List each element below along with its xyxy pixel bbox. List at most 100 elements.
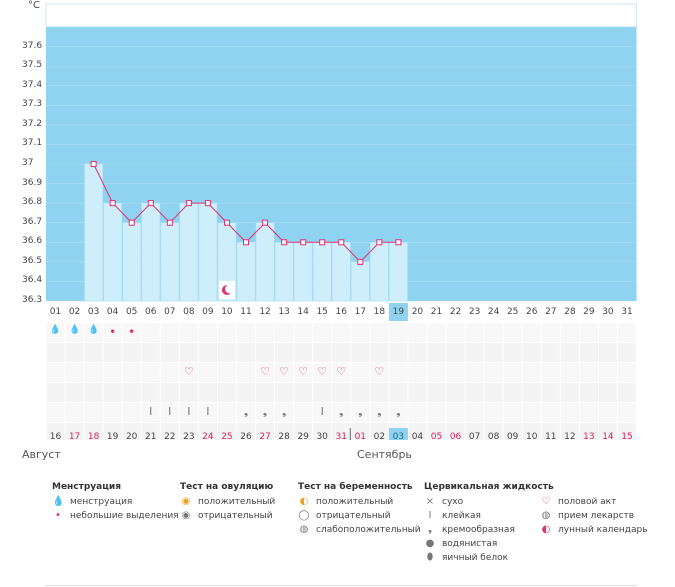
fluid-icon[interactable]: ❟ [358,405,363,418]
calendar-date-label[interactable]: 26 [240,432,252,442]
symptom-cell [84,363,103,382]
small-drop-icon[interactable]: • [128,325,136,339]
calendar-date-label[interactable]: 13 [583,432,595,442]
cycle-day-label[interactable]: 03 [87,307,100,317]
calendar-date-label[interactable]: 02 [373,432,386,442]
calendar-date-label[interactable]: 08 [487,432,500,442]
fluid-icon[interactable]: I [149,405,153,418]
calendar-date-label[interactable]: 04 [411,432,424,442]
calendar-date-label[interactable]: 28 [278,432,290,442]
cycle-day-label[interactable]: 10 [221,307,233,317]
calendar-date-label[interactable]: 15 [621,432,633,442]
calendar-date-label[interactable]: 19 [106,432,119,442]
cycle-day-label[interactable]: 19 [392,307,405,317]
calendar-date-label[interactable]: 01 [354,432,367,442]
symptom-cell [560,383,579,402]
calendar-date-label[interactable]: 30 [316,432,328,442]
small-drop-icon[interactable]: • [109,325,117,339]
symptom-cell [370,363,389,382]
calendar-date-label[interactable]: 24 [202,432,214,442]
symptom-cell [294,363,313,382]
heart-icon[interactable]: ♡ [183,365,194,378]
fluid-icon[interactable]: I [206,405,210,418]
cycle-day-label[interactable]: 02 [68,307,81,317]
cycle-day-label[interactable]: 30 [602,307,614,317]
cycle-day-label[interactable]: 11 [240,307,252,317]
cycle-day-label[interactable]: 27 [545,307,557,317]
fluid-icon[interactable]: ❟ [262,405,268,418]
cycle-day-label[interactable]: 26 [526,307,538,317]
legend-ovulation-positive: ◉ положительный [181,496,276,507]
fluid-icon[interactable]: ❟ [339,405,344,418]
calendar-date-label[interactable]: 27 [259,432,271,442]
symptom-cell [46,423,65,440]
calendar-date-label[interactable]: 11 [545,432,557,442]
drop-icon[interactable]: 💧 [87,325,100,335]
cycle-day-label[interactable]: 28 [564,307,576,317]
cycle-day-label[interactable]: 12 [259,307,271,317]
cycle-day-label[interactable]: 01 [49,307,62,317]
cycle-day-label[interactable]: 09 [202,307,214,317]
calendar-date-label[interactable]: 16 [49,432,62,442]
calendar-date-label[interactable]: 21 [145,432,157,442]
cycle-day-label[interactable]: 07 [164,307,176,317]
fluid-icon[interactable]: I [168,405,172,418]
cycle-day-label[interactable]: 14 [297,307,309,317]
y-tick-label: 36.5 [22,255,43,266]
cycle-day-label[interactable]: 23 [468,307,481,317]
calendar-date-label[interactable]: 12 [564,432,576,442]
calendar-date-label[interactable]: 10 [526,432,538,442]
cycle-day-label[interactable]: 22 [449,307,462,317]
calendar-date-label[interactable]: 18 [87,432,100,442]
cycle-day-label[interactable]: 15 [316,307,328,317]
cycle-day-label[interactable]: 20 [411,307,424,317]
y-tick-label: 36.9 [22,177,43,188]
calendar-date-label[interactable]: 09 [506,432,519,442]
symptom-cell [598,403,617,422]
heart-icon[interactable]: ♡ [317,365,328,378]
cycle-day-label[interactable]: 21 [430,307,443,317]
fluid-icon[interactable]: ❟ [243,405,249,418]
calendar-date-label[interactable]: 03 [392,432,405,442]
drop-icon[interactable]: 💧 [68,325,81,335]
fluid-icon[interactable]: I [320,405,324,418]
calendar-date-label[interactable]: 14 [602,432,614,442]
cycle-day-label[interactable]: 16 [335,307,347,317]
calendar-date-label[interactable]: 31 [335,432,347,442]
cycle-day-label[interactable]: 04 [106,307,119,317]
cycle-day-label[interactable]: 24 [487,307,500,317]
heart-icon[interactable]: ♡ [374,365,385,378]
calendar-date-label[interactable]: 05 [430,432,443,442]
cycle-day-label[interactable]: 25 [506,307,519,317]
calendar-date-label[interactable]: 07 [468,432,481,442]
symptom-cell [65,343,84,362]
y-tick-label: 37 [22,158,34,168]
drop-icon[interactable]: 💧 [49,325,62,335]
calendar-date-label[interactable]: 25 [221,432,233,442]
calendar-date-label[interactable]: 23 [183,432,195,442]
calendar-date-label[interactable]: 06 [449,432,462,442]
cycle-day-label[interactable]: 17 [354,307,367,317]
cycle-day-label[interactable]: 13 [278,307,290,317]
y-tick-label: 36.8 [22,197,43,208]
fluid-icon[interactable]: ❟ [396,405,401,418]
fluid-icon[interactable]: ❟ [281,405,287,418]
cycle-day-label[interactable]: 08 [183,307,195,317]
month-september: Сентябрь [357,448,412,461]
calendar-date-label[interactable]: 20 [125,432,138,442]
calendar-date-label[interactable]: 17 [68,432,81,442]
heart-icon[interactable]: ♡ [336,365,347,378]
cycle-day-label[interactable]: 31 [621,307,633,317]
heart-icon[interactable]: ♡ [260,365,270,378]
fluid-icon[interactable]: I [187,405,191,418]
heart-icon[interactable]: ♡ [279,365,290,378]
heart-icon[interactable]: ♡ [298,365,309,378]
symptom-cell [332,363,351,382]
cycle-day-label[interactable]: 18 [373,307,386,317]
cycle-day-label[interactable]: 05 [125,307,138,317]
fluid-icon[interactable]: ❟ [377,405,382,418]
cycle-day-label[interactable]: 29 [583,307,595,317]
cycle-day-label[interactable]: 06 [145,307,157,317]
calendar-date-label[interactable]: 22 [164,432,176,442]
calendar-date-label[interactable]: 29 [297,432,309,442]
